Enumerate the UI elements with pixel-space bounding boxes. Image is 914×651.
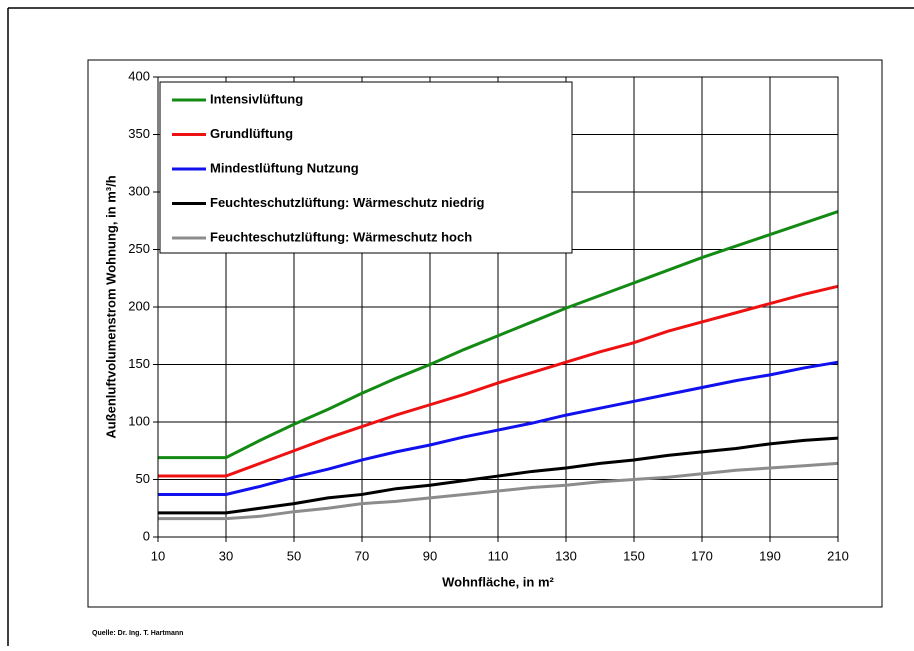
series-line [158,284,839,478]
series-line [158,210,839,460]
legend-box [159,81,573,254]
legend-label: Feuchteschutzlüftung: Wärmeschutz niedri… [210,195,485,210]
lines [158,210,839,521]
x-tick-label: 110 [488,548,509,563]
x-tick-label: 90 [423,548,437,563]
x-axis-label: Wohnfläche, in m² [442,574,554,589]
x-tick-label: 150 [623,548,645,563]
y-tick-label: 50 [136,471,150,486]
legend-label: Feuchteschutzlüftung: Wärmeschutz hoch [210,229,472,244]
x-tick-label: 70 [355,548,369,563]
y-tick-label: 250 [128,241,150,256]
y-tick-label: 0 [143,528,150,543]
x-tick-label: 30 [219,548,233,563]
series-line [158,436,839,515]
plot-border [157,76,839,538]
y-tick-label: 400 [128,68,150,83]
x-tick-label: 170 [691,548,713,563]
source: Quelle: Dr. Ing. T. Hartmann [92,630,183,637]
y-tick-label: 200 [128,298,150,313]
y-axis-label: Außenluftvolumenstrom Wohnung, in m³/h [103,175,118,438]
x-tick-label: 10 [151,548,165,563]
series-line [158,461,839,521]
legend: Intensivlüftung Grundlüftung Mindestlüftun… [159,81,573,254]
series-line [158,360,839,496]
legend-label: Grundlüftung [210,126,293,141]
x-tick-label: 50 [287,548,301,563]
x-tick-label: 130 [555,548,577,563]
y-tick-label: 350 [128,126,150,141]
legend-label: Intensivlüftung [210,91,303,106]
x-tick-label: 190 [759,548,781,563]
y-tick-label: 150 [128,356,150,371]
legend-label: Mindestlüftung Nutzung [210,160,359,175]
y-tick-label: 100 [128,413,150,428]
y-tick-label: 300 [128,183,150,198]
x-tick-label: 210 [827,548,849,563]
